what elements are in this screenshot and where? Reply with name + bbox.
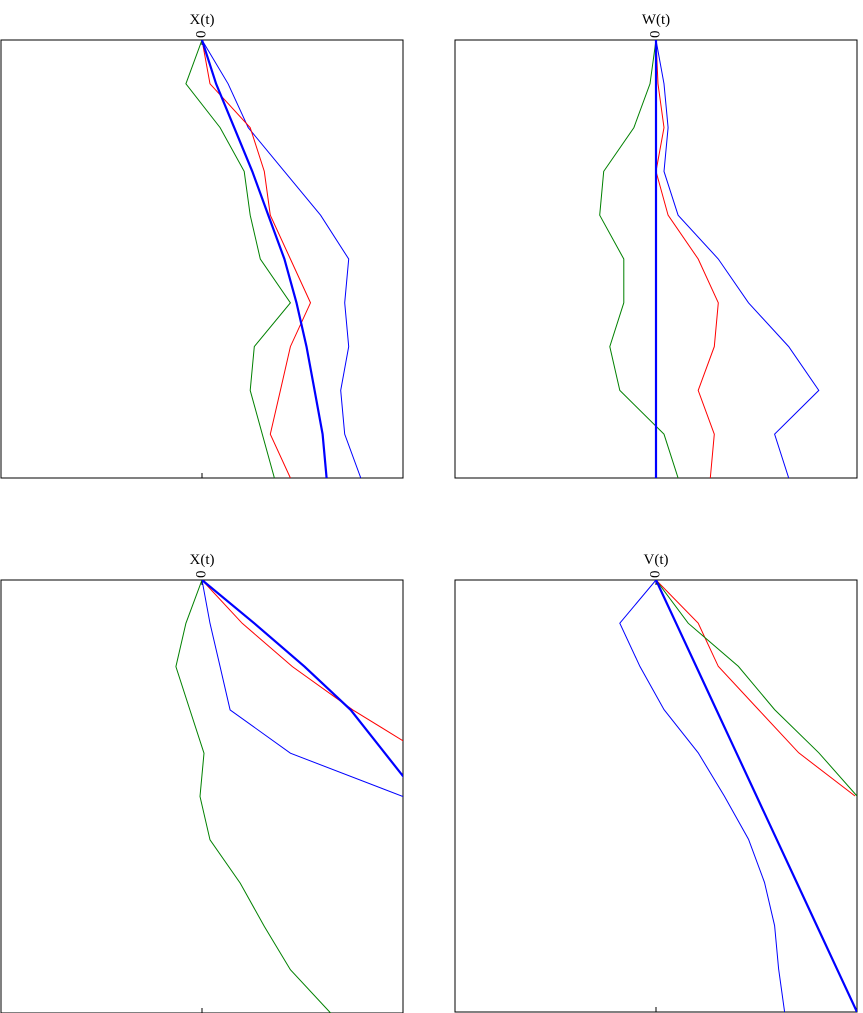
series-line: [655, 580, 857, 797]
series-line: [655, 580, 856, 797]
series-line: [201, 580, 403, 797]
series-line: [201, 40, 362, 478]
plot-area: [619, 580, 857, 1012]
series-line: [175, 580, 331, 1013]
chart-title: V(t): [644, 552, 669, 568]
x-tick-label: 0: [193, 31, 209, 39]
series-line: [201, 580, 403, 778]
series-line: [200, 40, 328, 478]
series-line: [619, 580, 786, 1012]
series-line: [655, 580, 857, 1012]
x-tick-label: 0: [647, 31, 663, 39]
series-line: [185, 40, 292, 478]
series-line: [655, 40, 820, 478]
plot-area: [599, 40, 820, 478]
series-line: [655, 40, 719, 478]
chart-title: X(t): [190, 552, 215, 568]
series-line: [201, 580, 403, 742]
plot-frame: [454, 579, 858, 1013]
chart-title: X(t): [190, 12, 215, 28]
x-tick-label: 0: [193, 571, 209, 579]
chart-title: W(t): [642, 12, 670, 28]
series-line: [599, 40, 679, 478]
plot-area: [185, 40, 362, 478]
plot-frame: [0, 579, 404, 1013]
plot-area: [175, 580, 403, 1013]
x-tick-label: 0: [647, 571, 663, 579]
series-line: [201, 40, 312, 478]
